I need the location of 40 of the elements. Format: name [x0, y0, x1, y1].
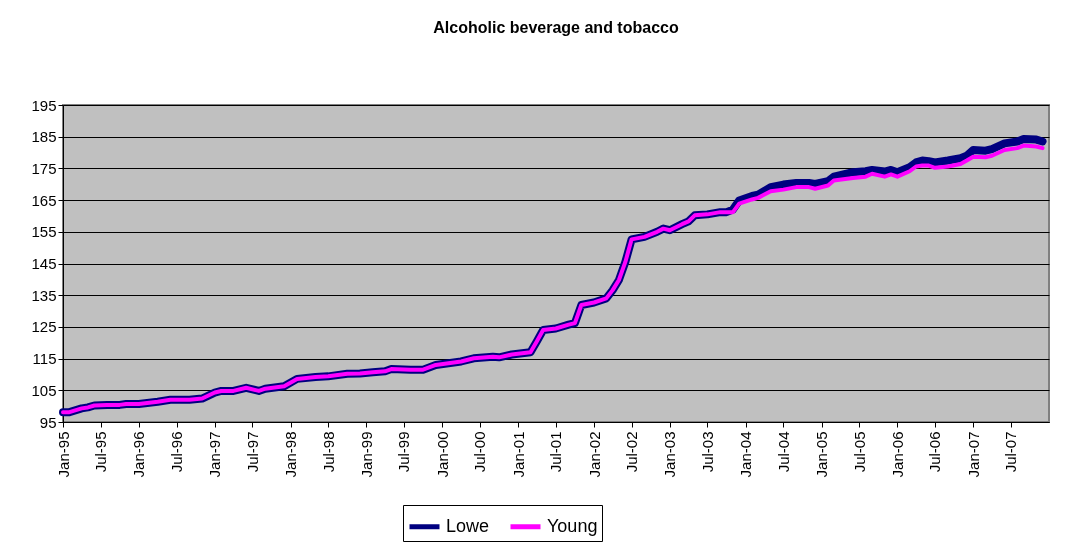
x-tick-label: Jan-07 [964, 431, 982, 478]
x-tick-label: Jul-05 [850, 431, 868, 473]
x-tick-label: Jan-04 [737, 431, 755, 478]
y-tick-label: 175 [31, 159, 57, 177]
x-tick-label: Jul-04 [774, 431, 792, 473]
x-tick-label: Jul-00 [471, 431, 489, 473]
legend-label: Young [547, 515, 598, 536]
x-tick-label: Jan-00 [433, 431, 451, 478]
x-tick-label: Jul-98 [319, 431, 337, 473]
y-tick-label: 145 [31, 255, 57, 272]
x-tick-label: Jan-99 [357, 431, 375, 478]
y-tick-label: 125 [31, 318, 57, 336]
x-tick-label: Jul-06 [926, 431, 944, 473]
x-tick-label: Jul-07 [1002, 431, 1020, 473]
y-tick-label: 135 [31, 286, 57, 304]
y-tick-label: 195 [31, 96, 57, 114]
x-tick-label: Jan-06 [888, 431, 906, 478]
x-tick-label: Jan-95 [54, 431, 72, 478]
x-tick-label: Jan-01 [509, 431, 527, 478]
y-tick-label: 95 [39, 413, 57, 431]
x-tick-label: Jul-96 [168, 431, 186, 473]
x-tick-label: Jan-96 [130, 431, 148, 478]
x-tick-label: Jan-03 [661, 431, 679, 478]
x-tick-label: Jul-99 [395, 431, 413, 473]
x-tick-label: Jul-01 [547, 431, 565, 473]
legend-label: Lowe [446, 515, 490, 536]
y-tick-label: 155 [31, 223, 57, 241]
x-tick-label: Jan-05 [813, 431, 831, 478]
x-tick-label: Jul-95 [92, 431, 110, 473]
x-tick-label: Jul-03 [698, 431, 716, 473]
x-tick-label: Jan-97 [206, 431, 224, 478]
x-tick-label: Jul-97 [243, 431, 261, 473]
y-tick-label: 165 [31, 191, 57, 209]
y-tick-label: 185 [31, 128, 57, 146]
x-tick-label: Jul-02 [623, 431, 641, 473]
x-tick-label: Jan-98 [282, 431, 300, 478]
y-tick-label: 115 [32, 350, 57, 368]
chart-title: Alcoholic beverage and tobacco [433, 19, 679, 36]
x-tick-label: Jan-02 [585, 431, 603, 478]
y-tick-label: 105 [31, 381, 57, 399]
